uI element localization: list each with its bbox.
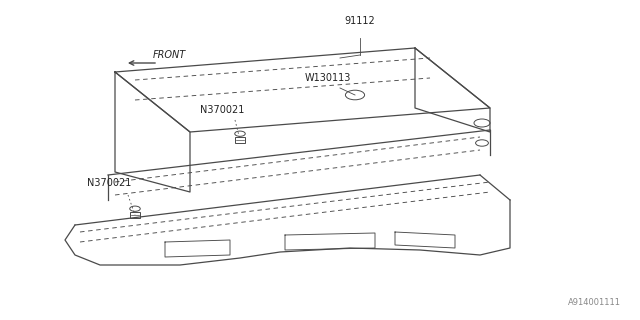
Text: FRONT: FRONT [153, 50, 186, 60]
Text: 91112: 91112 [344, 16, 376, 26]
Text: N370021: N370021 [87, 178, 131, 188]
Text: W130113: W130113 [305, 73, 351, 83]
Text: N370021: N370021 [200, 105, 244, 115]
Text: A914001111: A914001111 [568, 298, 621, 307]
